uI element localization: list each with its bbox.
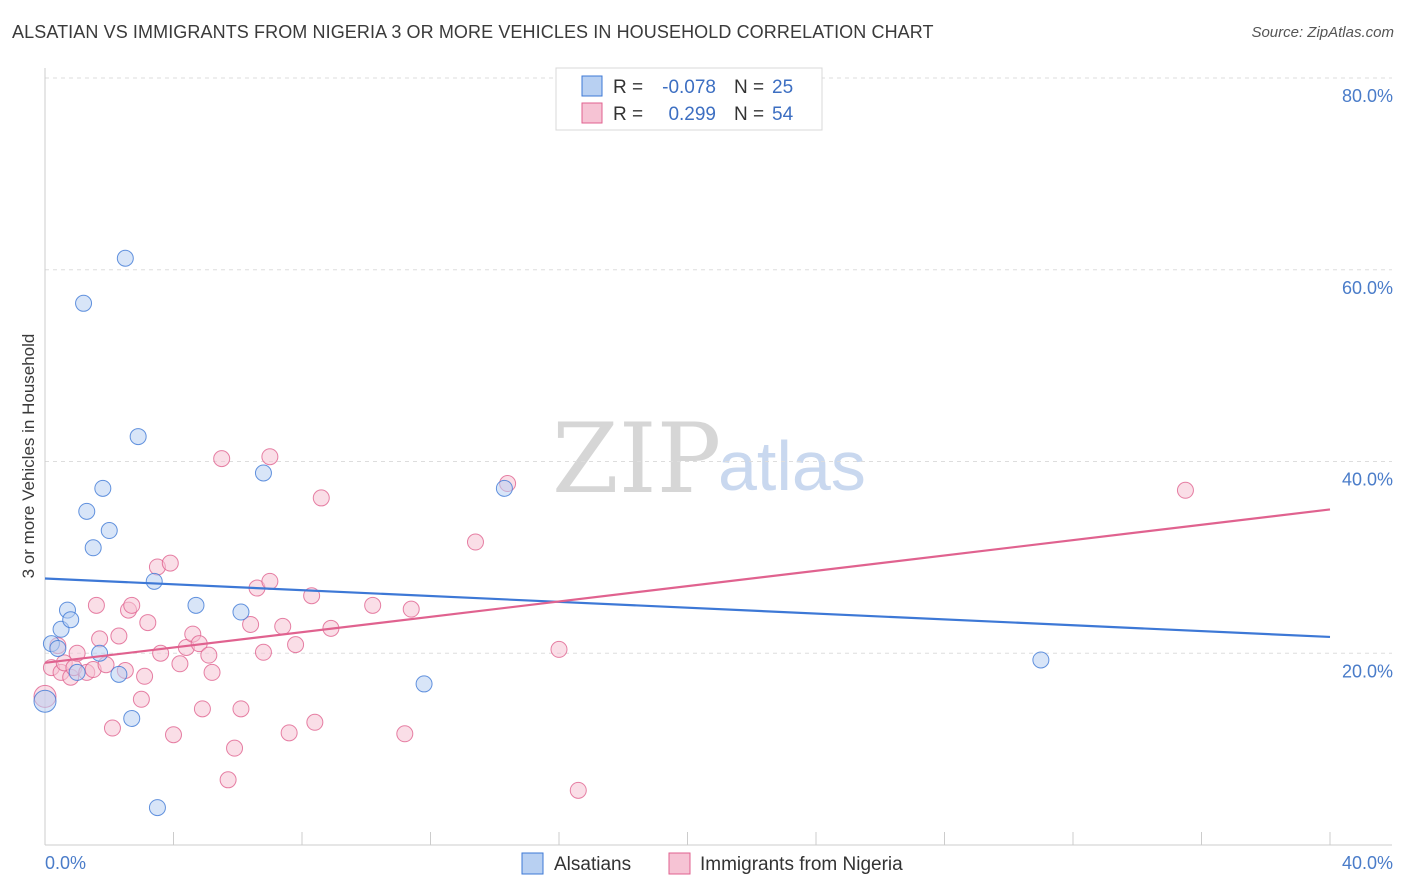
bottom-legend-nigeria: Immigrants from Nigeria	[700, 854, 903, 875]
legend-r-value-1: -0.078	[662, 77, 716, 98]
nigeria-point-13	[103, 719, 121, 737]
legend-n-value-1: 25	[772, 77, 793, 98]
gridlines	[45, 77, 1392, 654]
legend-n-label-2: N =	[734, 104, 764, 125]
nigeria-point-39	[261, 572, 279, 590]
alsatians-point-6	[68, 663, 86, 681]
alsatians-point-17	[145, 572, 163, 590]
legend-n-label-1: N =	[734, 77, 764, 98]
alsatians-point-20	[232, 603, 250, 621]
x-axis-ticks	[44, 832, 1331, 845]
bottom-legend-alsatians: Alsatians	[554, 854, 631, 875]
chart-title: ALSATIAN VS IMMIGRANTS FROM NIGERIA 3 OR…	[12, 22, 934, 42]
legend-r-value-2: 0.299	[668, 104, 716, 125]
y-tick-label-20: 20.0%	[1342, 661, 1393, 681]
nigeria-point-10	[87, 596, 105, 614]
alsatians-point-23	[495, 479, 513, 497]
alsatians-point-16	[129, 428, 147, 446]
alsatians-point-19	[187, 596, 205, 614]
nigeria-point-42	[280, 724, 298, 742]
alsatians-point-12	[100, 522, 118, 540]
alsatians-point-8	[78, 502, 96, 520]
nigeria-point-24	[165, 726, 182, 744]
nigeria-point-14	[110, 627, 128, 645]
nigeria-point-50	[402, 600, 420, 618]
series-legend: Alsatians Immigrants from Nigeria	[521, 852, 903, 875]
nigeria-point-19	[136, 667, 154, 685]
nigeria-point-31	[203, 663, 221, 681]
nigeria-point-53	[550, 640, 568, 658]
alsatians-point-18	[148, 799, 166, 817]
legend-swatch-alsatians	[581, 75, 603, 97]
trendline-nigeria	[44, 508, 1331, 664]
alsatians-point-15	[123, 709, 141, 727]
y-tick-label-40: 40.0%	[1342, 470, 1393, 490]
legend-swatch-nigeria	[581, 102, 603, 124]
nigeria-point-32	[213, 450, 231, 468]
alsatians-point-10	[91, 644, 109, 662]
nigeria-point-43	[287, 636, 305, 654]
nigeria-point-17	[123, 596, 141, 614]
nigeria-point-51	[466, 533, 484, 551]
nigeria-point-48	[364, 596, 382, 614]
correlation-legend: R = -0.078 N = 25 R = 0.299 N = 54	[555, 67, 823, 131]
x-tick-label-min: 0.0%	[45, 853, 86, 873]
nigeria-point-35	[232, 700, 250, 718]
nigeria-point-36	[242, 615, 260, 633]
nigeria-point-41	[274, 617, 292, 635]
nigeria-point-25	[171, 655, 189, 673]
series-alsatians-points	[33, 249, 1050, 817]
alsatians-point-0	[33, 689, 57, 713]
nigeria-point-18	[132, 690, 150, 708]
nigeria-point-23	[161, 554, 179, 572]
watermark: ZIP atlas	[552, 403, 866, 515]
bottom-legend-swatch-nigeria	[668, 852, 691, 875]
alsatians-point-22	[415, 675, 433, 693]
watermark-zip: ZIP	[552, 403, 721, 515]
legend-r-label-2: R =	[613, 104, 643, 125]
alsatians-point-13	[110, 665, 128, 683]
alsatians-point-24	[1032, 651, 1050, 669]
nigeria-point-33	[219, 771, 237, 789]
nigeria-point-45	[306, 713, 324, 731]
alsatians-point-11	[94, 479, 112, 497]
nigeria-point-29	[193, 700, 211, 718]
alsatians-point-5	[62, 611, 80, 629]
nigeria-point-46	[312, 489, 330, 507]
nigeria-point-55	[1176, 481, 1194, 499]
x-tick-label-max: 40.0%	[1342, 853, 1393, 873]
nigeria-point-40	[261, 448, 279, 466]
y-axis-title: 3 or more Vehicles in Household	[19, 334, 38, 579]
watermark-atlas: atlas	[718, 427, 866, 505]
bottom-legend-swatch-alsatians	[521, 852, 544, 875]
y-tick-label-80: 80.0%	[1342, 86, 1393, 106]
alsatians-point-21	[254, 464, 272, 482]
nigeria-point-7	[68, 644, 86, 662]
nigeria-point-49	[396, 725, 414, 743]
alsatians-point-7	[75, 294, 93, 312]
nigeria-point-11	[91, 630, 109, 648]
legend-n-value-2: 54	[772, 104, 794, 125]
nigeria-point-34	[226, 739, 244, 757]
nigeria-point-30	[200, 646, 218, 664]
nigeria-point-20	[139, 614, 157, 632]
y-tick-label-60: 60.0%	[1342, 278, 1393, 298]
alsatians-point-14	[116, 249, 134, 267]
alsatians-point-9	[84, 539, 102, 557]
source-label: Source: ZipAtlas.com	[1251, 24, 1394, 41]
legend-r-label-1: R =	[613, 77, 643, 98]
nigeria-point-38	[254, 643, 272, 661]
nigeria-point-54	[569, 781, 587, 799]
alsatians-point-2	[49, 639, 67, 657]
trendline-alsatians	[44, 577, 1331, 639]
y-tick-labels: 20.0% 40.0% 60.0% 80.0%	[1342, 86, 1393, 681]
